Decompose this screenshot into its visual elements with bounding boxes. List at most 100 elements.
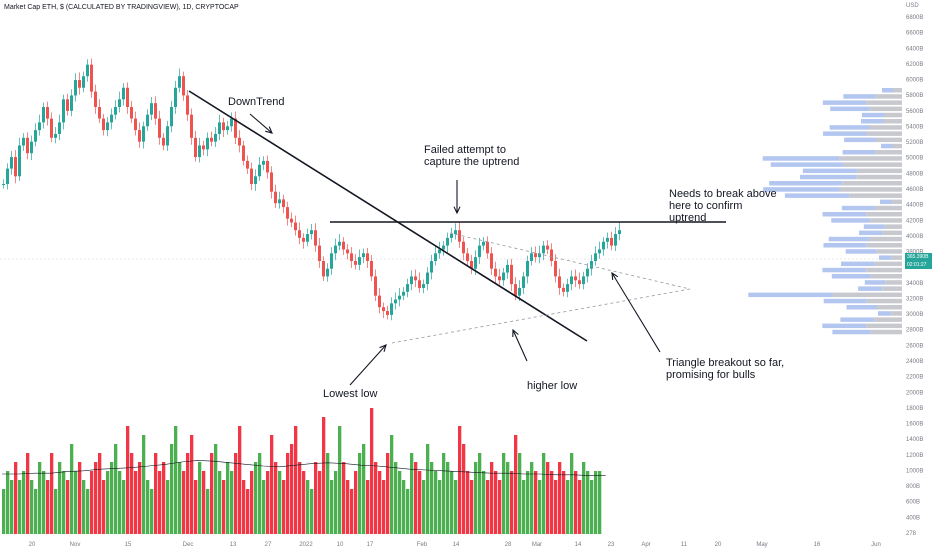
profile-bar-down <box>874 317 902 322</box>
profile-bar-down <box>866 131 902 136</box>
candle-body <box>526 261 529 277</box>
candle-body <box>82 76 85 88</box>
volume-bar <box>10 480 14 534</box>
candle-body <box>78 80 81 88</box>
profile-bar-down <box>875 137 902 143</box>
y-tick-label: 1000B <box>906 468 923 474</box>
profile-bar-up <box>822 212 867 217</box>
candle-body <box>194 137 197 158</box>
volume-bar <box>34 489 38 534</box>
candle-body <box>502 272 505 281</box>
volume-bar <box>486 480 490 534</box>
profile-bar-down <box>884 224 902 229</box>
volume-bar <box>226 462 230 534</box>
profile-bar-up <box>841 205 875 211</box>
arrow-lowest-low <box>349 344 387 386</box>
volume-bar <box>66 480 70 534</box>
volume-bar <box>590 480 594 534</box>
volume-bar <box>326 453 330 534</box>
volume-bar <box>210 453 214 534</box>
x-tick-label: 2022 <box>299 542 313 548</box>
volume-bar <box>442 453 446 534</box>
x-axis[interactable]: 20 Nov 15 Dec 13 27 2022 10 17 Feb 14 28 Mar 14 23 Apr 1… <box>29 542 881 548</box>
profile-bar-down <box>869 236 902 242</box>
candle-body <box>442 245 445 250</box>
candle-body <box>46 107 49 119</box>
volume-bar <box>422 480 426 534</box>
candle-body <box>590 261 593 269</box>
profile-bar-up <box>769 181 843 186</box>
candle-body <box>90 64 93 92</box>
volume-bar <box>30 480 34 534</box>
candle-body <box>226 126 229 131</box>
volume-bar <box>230 471 234 534</box>
candle-body <box>182 76 185 96</box>
candle-body <box>70 95 73 111</box>
candle-body <box>530 253 533 261</box>
volume-bar <box>558 462 562 534</box>
price-badge: 365.390B 02:01:27 <box>905 253 932 269</box>
candle-body <box>54 133 57 138</box>
volume-bar <box>114 444 118 534</box>
candle-body <box>486 241 489 254</box>
candle-body <box>506 264 509 273</box>
volume-bar <box>298 462 302 534</box>
y-tick-label: 3400B <box>906 281 923 287</box>
arrow-failed-attempt-head <box>453 206 461 215</box>
volume-bar <box>570 453 574 534</box>
candle-body <box>6 168 9 184</box>
volume-bar <box>434 471 438 534</box>
candle-body <box>370 261 373 277</box>
x-tick-label: Nov <box>70 542 81 548</box>
volume-bar <box>338 426 342 534</box>
profile-bar-up <box>832 329 871 335</box>
volume-bar <box>530 462 534 534</box>
volume-bar <box>454 480 458 534</box>
volume-bar <box>510 471 514 534</box>
candle-body <box>358 257 361 265</box>
volume-bar <box>258 453 262 534</box>
volume-bar <box>302 471 306 534</box>
candle-body <box>398 295 401 300</box>
candle-body <box>42 107 45 123</box>
candle-body <box>58 122 61 134</box>
profile-bar-down <box>891 255 902 260</box>
volume-bar <box>426 444 430 534</box>
volume-bar <box>542 453 546 534</box>
candle-body <box>294 222 297 231</box>
y-tick-label: 4000B <box>906 234 923 240</box>
volume-bar <box>554 480 558 534</box>
volume-bar <box>354 471 358 534</box>
candle-body <box>498 276 501 281</box>
candle-body <box>162 137 165 146</box>
candle-body <box>290 218 293 223</box>
volume-bar <box>534 471 538 534</box>
candle-body <box>298 230 301 238</box>
y-tick-label: 3000B <box>906 312 923 318</box>
x-tick-label: 16 <box>814 542 821 548</box>
candle-body <box>618 230 621 235</box>
volume-bar <box>178 462 182 534</box>
profile-bar-down <box>885 280 902 285</box>
candle-body <box>130 107 133 119</box>
profile-bar-up <box>863 224 885 229</box>
volume-bar <box>266 471 270 534</box>
volume-bar <box>242 480 246 534</box>
y-axis[interactable]: 6800B 6600B 6400B 6200B 6000B 5800B 5600B 5400B… <box>906 15 923 537</box>
profile-bar-up <box>840 317 875 322</box>
profile-bar-down <box>883 119 902 124</box>
arrow-downtrend <box>249 113 273 134</box>
volume-bar <box>106 471 110 534</box>
arrow-higher-low-head <box>512 328 519 338</box>
y-tick-label: 1200B <box>906 453 923 459</box>
candle-body <box>538 253 541 258</box>
volume-bar <box>134 471 138 534</box>
candle-body <box>38 122 41 131</box>
candle-body <box>518 287 521 296</box>
candle-body <box>210 137 213 142</box>
volume-bar <box>374 462 378 534</box>
profile-bar-up <box>800 174 857 180</box>
y-tick-label: 5000B <box>906 156 923 162</box>
volume-bar <box>138 462 142 534</box>
volume-bar <box>598 471 602 534</box>
